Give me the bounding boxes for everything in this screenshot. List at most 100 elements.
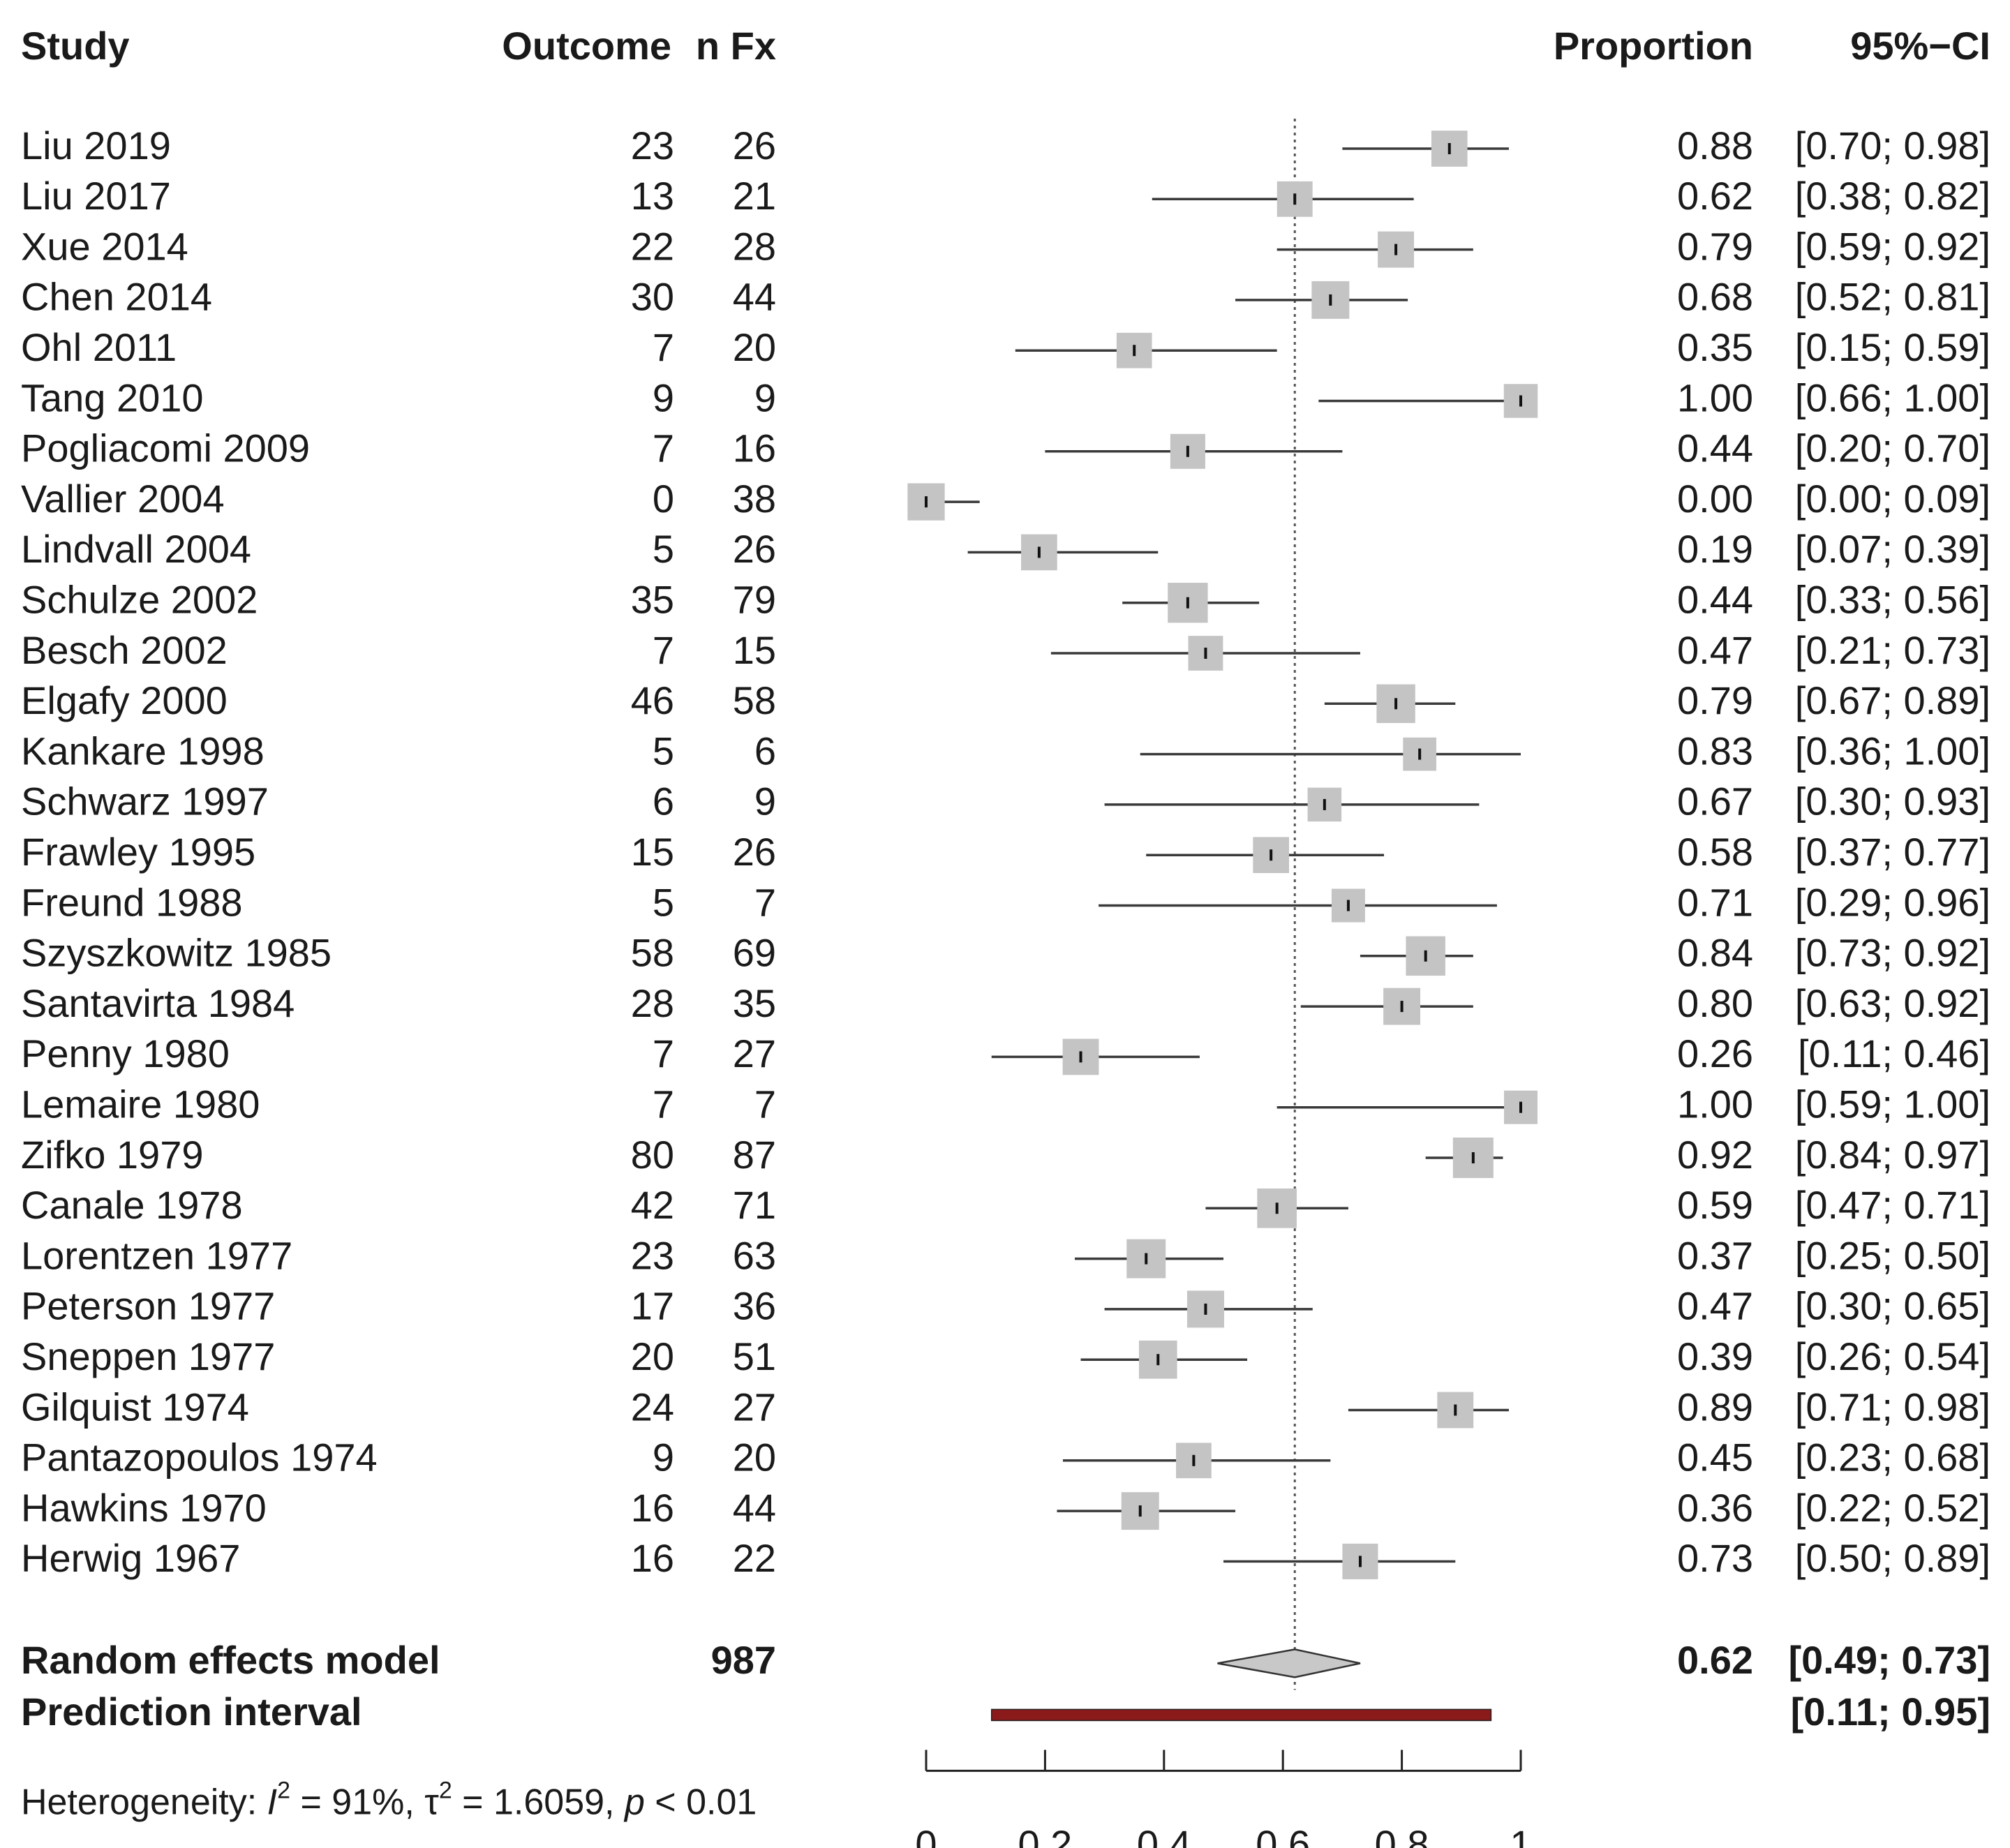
study-outcome: 5	[653, 527, 674, 571]
study-proportion: 0.79	[1677, 224, 1753, 268]
study-proportion: 0.59	[1677, 1183, 1753, 1227]
tau2-superscript: 2	[439, 1777, 452, 1803]
study-outcome: 9	[653, 1436, 674, 1480]
header-n-fx: n Fx	[696, 24, 776, 68]
study-outcome: 16	[631, 1536, 674, 1580]
study-ci: [0.38; 0.82]	[1795, 174, 1990, 218]
study-outcome: 80	[631, 1133, 674, 1177]
study-proportion: 0.67	[1677, 780, 1753, 824]
study-ci: [0.21; 0.73]	[1795, 628, 1990, 672]
study-proportion: 0.47	[1677, 1284, 1753, 1328]
study-outcome: 17	[631, 1284, 674, 1328]
study-label: Lorentzen 1977	[21, 1233, 292, 1277]
study-n: 26	[733, 830, 776, 874]
study-ci: [0.37; 0.77]	[1795, 830, 1990, 874]
study-proportion: 0.89	[1677, 1385, 1753, 1429]
study-label: Lindvall 2004	[21, 527, 251, 571]
study-ci: [0.36; 1.00]	[1795, 729, 1990, 773]
study-label: Gilquist 1974	[21, 1385, 249, 1429]
study-ci: [0.66; 1.00]	[1795, 375, 1990, 419]
study-outcome: 28	[631, 981, 674, 1025]
study-label: Szyszkowitz 1985	[21, 931, 332, 975]
study-n: 20	[733, 1436, 776, 1480]
header-ci: 95%−CI	[1850, 24, 1990, 68]
study-outcome: 6	[653, 780, 674, 824]
study-outcome: 7	[653, 1082, 674, 1126]
header-outcome: Outcome	[502, 24, 671, 68]
study-ci: [0.71; 0.98]	[1795, 1385, 1990, 1429]
study-n: 15	[733, 628, 776, 672]
study-label: Liu 2019	[21, 124, 171, 167]
study-n: 71	[733, 1183, 776, 1227]
study-ci: [0.00; 0.09]	[1795, 477, 1990, 521]
study-proportion: 0.68	[1677, 275, 1753, 319]
x-tick-label: 0.6	[1256, 1822, 1310, 1848]
study-label: Chen 2014	[21, 275, 212, 319]
tau2-symbol: τ	[424, 1782, 439, 1822]
study-label: Pogliacomi 2009	[21, 426, 310, 470]
study-outcome: 7	[653, 1031, 674, 1075]
x-tick-label: 0.8	[1375, 1822, 1429, 1848]
study-proportion: 0.45	[1677, 1436, 1753, 1480]
study-n: 69	[733, 931, 776, 975]
random-effects-total: 987	[711, 1638, 776, 1682]
study-label: Kankare 1998	[21, 729, 265, 773]
study-proportion: 0.73	[1677, 1536, 1753, 1580]
study-n: 79	[733, 577, 776, 621]
x-tick-label: 0.4	[1137, 1822, 1191, 1848]
study-outcome: 15	[631, 830, 674, 874]
study-n: 44	[733, 1486, 776, 1530]
study-n: 6	[754, 729, 776, 773]
study-proportion: 0.37	[1677, 1233, 1753, 1277]
random-effects-ci: [0.49; 0.73]	[1789, 1638, 1991, 1682]
study-n: 7	[754, 880, 776, 924]
study-label: Xue 2014	[21, 224, 188, 268]
study-proportion: 0.80	[1677, 981, 1753, 1025]
study-label: Lemaire 1980	[21, 1082, 260, 1126]
study-ci: [0.63; 0.92]	[1795, 981, 1990, 1025]
study-n: 36	[733, 1284, 776, 1328]
study-label: Hawkins 1970	[21, 1486, 267, 1530]
random-effects-proportion: 0.62	[1677, 1638, 1753, 1682]
study-outcome: 0	[653, 477, 674, 521]
study-label: Schulze 2002	[21, 577, 258, 621]
study-n: 38	[733, 477, 776, 521]
study-proportion: 0.88	[1677, 124, 1753, 167]
study-proportion: 0.44	[1677, 426, 1753, 470]
study-proportion: 0.79	[1677, 678, 1753, 722]
study-proportion: 1.00	[1677, 375, 1753, 419]
study-n: 20	[733, 325, 776, 369]
study-outcome: 7	[653, 426, 674, 470]
heterogeneity-prefix: Heterogeneity:	[21, 1782, 267, 1822]
study-label: Santavirta 1984	[21, 981, 295, 1025]
study-proportion: 0.58	[1677, 830, 1753, 874]
study-label: Tang 2010	[21, 375, 204, 419]
study-ci: [0.50; 0.89]	[1795, 1536, 1990, 1580]
study-ci: [0.73; 0.92]	[1795, 931, 1990, 975]
study-outcome: 46	[631, 678, 674, 722]
study-proportion: 0.84	[1677, 931, 1753, 975]
study-outcome: 20	[631, 1334, 674, 1378]
study-outcome: 16	[631, 1486, 674, 1530]
p-value: < 0.01	[645, 1782, 757, 1822]
study-ci: [0.70; 0.98]	[1795, 124, 1990, 167]
study-proportion: 0.44	[1677, 577, 1753, 621]
study-ci: [0.29; 0.96]	[1795, 880, 1990, 924]
study-label: Elgafy 2000	[21, 678, 228, 722]
study-label: Penny 1980	[21, 1031, 230, 1075]
study-ci: [0.07; 0.39]	[1795, 527, 1990, 571]
study-outcome: 30	[631, 275, 674, 319]
study-ci: [0.84; 0.97]	[1795, 1133, 1990, 1177]
study-ci: [0.30; 0.93]	[1795, 780, 1990, 824]
x-tick-label: 0	[915, 1822, 937, 1848]
prediction-interval-label: Prediction interval	[21, 1690, 362, 1734]
study-n: 35	[733, 981, 776, 1025]
study-proportion: 0.62	[1677, 174, 1753, 218]
p-symbol: p	[623, 1782, 645, 1822]
study-ci: [0.59; 1.00]	[1795, 1082, 1990, 1126]
study-proportion: 0.26	[1677, 1031, 1753, 1075]
study-proportion: 0.83	[1677, 729, 1753, 773]
study-ci: [0.30; 0.65]	[1795, 1284, 1990, 1328]
study-label: Zifko 1979	[21, 1133, 204, 1177]
